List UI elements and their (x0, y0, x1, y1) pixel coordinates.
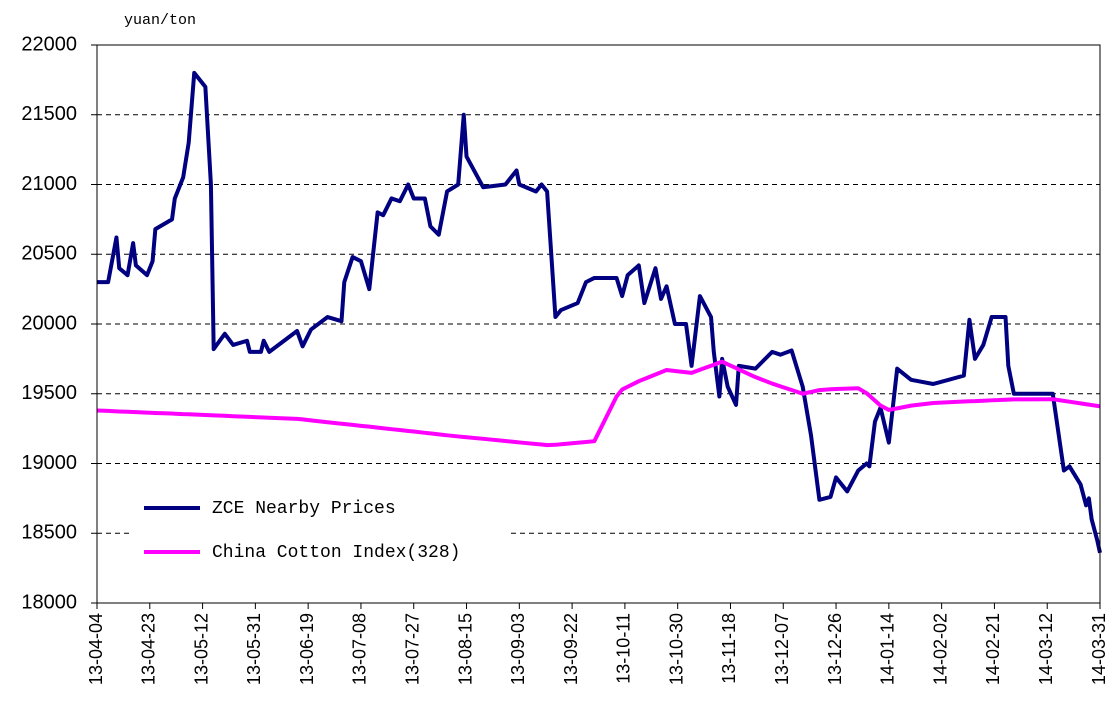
x-tick-label: 13-11-18 (719, 613, 739, 684)
y-tick-label: 20000 (21, 312, 77, 334)
y-tick-label: 21500 (21, 103, 77, 125)
x-tick-label: 13-06-19 (297, 613, 317, 685)
x-tick-label: 13-09-22 (561, 613, 581, 685)
x-tick-label: 13-10-30 (666, 613, 686, 685)
x-tick-label: 14-02-21 (983, 613, 1003, 685)
x-tick-label: 13-10-11 (614, 613, 634, 684)
x-tick-label: 14-03-31 (1089, 613, 1109, 685)
x-tick-label: 13-05-31 (244, 613, 264, 685)
x-tick-label: 13-05-12 (191, 613, 211, 685)
x-tick-label: 14-02-02 (930, 613, 950, 685)
y-tick-label: 18000 (21, 591, 77, 613)
series-line (96, 359, 1101, 448)
x-tick-label: 13-04-04 (86, 613, 106, 685)
x-tick-label: 13-12-26 (825, 613, 845, 685)
legend-box (132, 488, 507, 576)
series-line (97, 70, 1102, 554)
y-tick-label: 20500 (21, 243, 77, 265)
x-tick-label: 13-09-03 (508, 613, 528, 685)
y-tick-label: 19500 (21, 382, 77, 404)
legend-label: ZCE Nearby Prices (212, 499, 396, 519)
y-tick-label: 21000 (21, 173, 77, 195)
x-tick-label: 13-08-15 (455, 613, 475, 685)
y-tick-label: 18500 (21, 522, 77, 544)
y-tick-label: 22000 (21, 33, 77, 55)
x-tick-label: 14-03-12 (1036, 613, 1056, 685)
legend-label: China Cotton Index(328) (212, 543, 460, 563)
x-tick-label: 14-01-14 (878, 613, 898, 685)
plot-frame (96, 44, 1101, 604)
x-tick-label: 13-04-23 (139, 613, 159, 685)
x-tick-label: 13-12-07 (772, 613, 792, 685)
x-tick-label: 13-07-27 (402, 613, 422, 685)
y-tick-label: 19000 (21, 452, 77, 474)
y-unit-label: yuan/ton (124, 12, 196, 29)
x-tick-label: 13-07-08 (350, 613, 370, 685)
